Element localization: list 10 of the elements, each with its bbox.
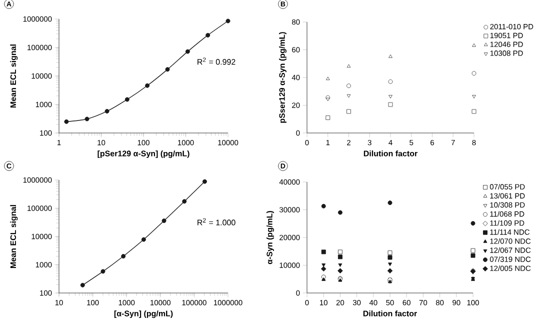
x-axis-title: Dilution factor <box>363 310 417 316</box>
x-axis-title: Dilution factor <box>364 150 418 156</box>
y-axis-title: pSser129 α-Syn (pg/mL) <box>278 32 286 123</box>
y-axis-title: Mean ECL signal <box>10 205 18 268</box>
x-axis-title: [α-Syn] (pg/mL) <box>114 310 173 318</box>
y-axis-title: Mean ECL signal <box>10 44 18 108</box>
annotation: R$^{2}$ = 1.000 <box>198 218 236 226</box>
y-axis-title: α-Syn (pg/mL) <box>266 210 274 264</box>
annotation: R$^{2}$ = 0.992 <box>198 58 236 65</box>
x-axis-title: [pSer129 α-Syn] (pg/mL) <box>98 150 190 158</box>
